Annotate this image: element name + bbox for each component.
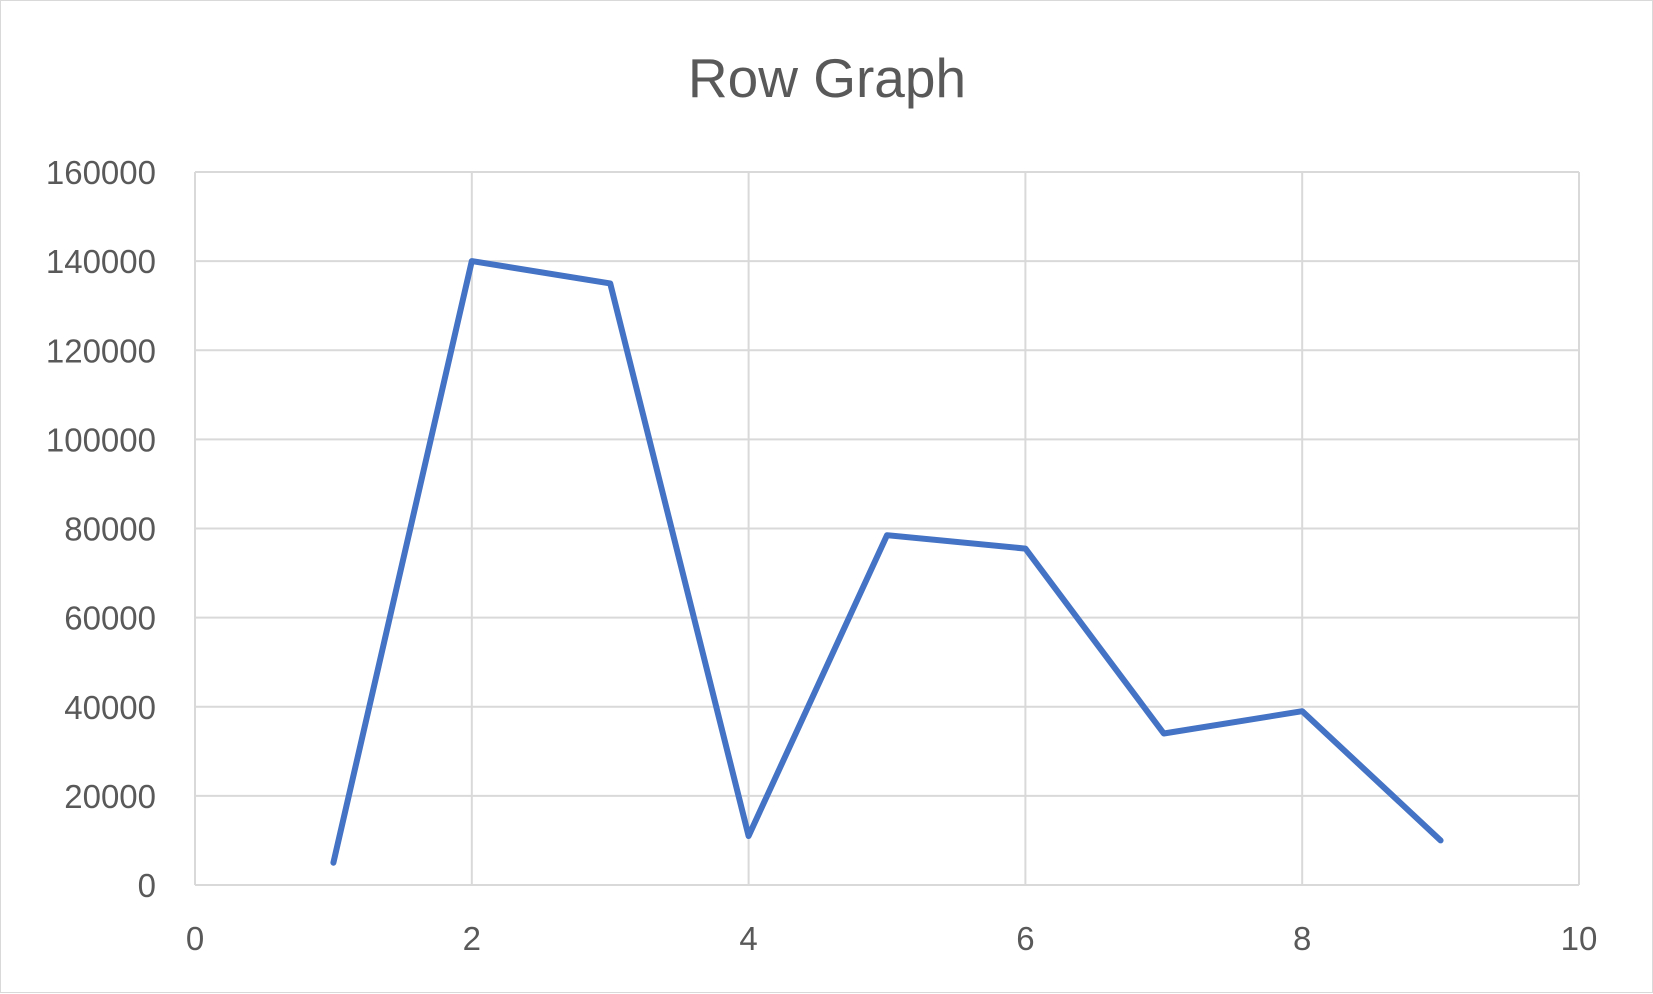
series [333, 261, 1440, 863]
y-tick-label: 20000 [64, 778, 156, 815]
series-line [333, 261, 1440, 863]
x-tick-label: 10 [1561, 920, 1598, 957]
y-tick-label: 100000 [46, 421, 156, 458]
y-tick-label: 120000 [46, 332, 156, 369]
y-tick-label: 80000 [64, 511, 156, 548]
x-tick-label: 2 [463, 920, 481, 957]
tick-labels: 0 20000 40000 60000 80000 100000 120000 140000 1… [46, 154, 1597, 957]
y-tick-label: 140000 [46, 243, 156, 280]
x-tick-label: 4 [739, 920, 757, 957]
y-tick-label: 0 [138, 867, 156, 904]
x-tick-label: 8 [1293, 920, 1311, 957]
y-tick-label: 40000 [64, 689, 156, 726]
y-tick-label: 60000 [64, 600, 156, 637]
y-tick-label: 160000 [46, 154, 156, 191]
x-tick-label: 6 [1016, 920, 1034, 957]
chart-title: Row Graph [688, 47, 966, 109]
x-tick-label: 0 [186, 920, 204, 957]
